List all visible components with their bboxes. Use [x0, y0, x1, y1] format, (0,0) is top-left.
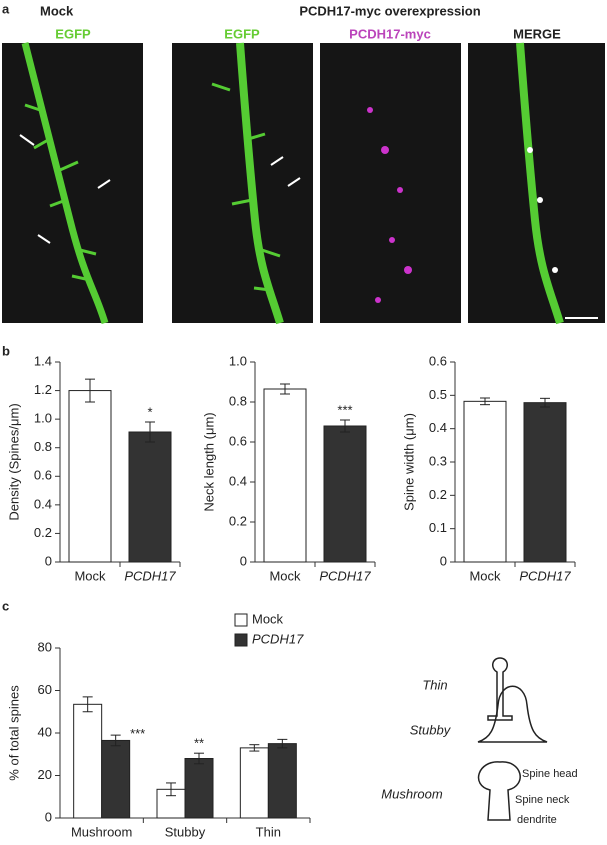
- diagram-annotation: Spine neck: [515, 794, 570, 806]
- significance: **: [194, 736, 204, 751]
- x-tick-label: PCDH17: [319, 568, 371, 583]
- y-tick-label: 1.4: [34, 353, 52, 368]
- y-tick-label: 20: [38, 767, 52, 782]
- bar: [73, 703, 103, 819]
- y-tick-label: 0: [240, 553, 247, 568]
- y-tick-label: 0: [45, 809, 52, 824]
- y-tick-label: 0.8: [229, 393, 247, 408]
- legend-label: Mock: [252, 611, 284, 626]
- y-tick-label: 0.2: [429, 487, 447, 502]
- y-tick-label: 60: [38, 682, 52, 697]
- x-tick-label: Mock: [469, 568, 501, 583]
- y-tick-label: 1.0: [229, 353, 247, 368]
- y-tick-label: 0: [440, 553, 447, 568]
- image-label: EGFP: [224, 26, 260, 41]
- y-tick-label: 0.4: [34, 496, 52, 511]
- x-tick-label: Stubby: [165, 824, 206, 839]
- bar: [463, 400, 507, 563]
- micrograph: [2, 42, 143, 325]
- image-label: PCDH17-myc: [349, 26, 431, 41]
- diagram-annotation: dendrite: [517, 814, 557, 826]
- panel-label: c: [2, 598, 9, 613]
- y-tick-label: 40: [38, 724, 52, 739]
- x-tick-label: Mock: [74, 568, 106, 583]
- significance: ***: [130, 726, 145, 741]
- x-tick-label: Mushroom: [71, 824, 132, 839]
- y-axis-label: % of total spines: [6, 685, 21, 781]
- diagram-label: Mushroom: [381, 786, 443, 801]
- x-tick-label: Thin: [256, 824, 281, 839]
- y-tick-label: 1.0: [34, 411, 52, 426]
- diagram-label: Thin: [422, 677, 447, 692]
- y-tick-label: 0: [45, 553, 52, 568]
- diagram-annotation: Spine head: [522, 768, 578, 780]
- y-tick-label: 0.4: [429, 420, 447, 435]
- micrograph: [468, 42, 605, 325]
- x-tick-label: PCDH17: [124, 568, 176, 583]
- y-tick-label: 1.2: [34, 382, 52, 397]
- x-tick-label: PCDH17: [519, 568, 571, 583]
- bar: [523, 402, 567, 563]
- panel-label: b: [2, 343, 10, 358]
- spine-diagram: [477, 657, 548, 821]
- micrograph: [320, 43, 461, 323]
- bar: [267, 743, 297, 819]
- bar: [263, 388, 307, 563]
- bar: [184, 758, 214, 819]
- y-tick-label: 80: [38, 639, 52, 654]
- y-axis-label: Spine width (μm): [401, 413, 416, 511]
- image-group-title: PCDH17-myc overexpression: [299, 3, 480, 18]
- y-tick-label: 0.6: [429, 353, 447, 368]
- bar: [68, 390, 112, 563]
- legend-swatch: [234, 633, 248, 647]
- x-tick-label: Mock: [269, 568, 301, 583]
- bar: [239, 747, 269, 819]
- legend-swatch: [234, 613, 248, 627]
- bar: [128, 431, 172, 563]
- y-axis-label: Neck length (μm): [201, 412, 216, 511]
- panel-label: a: [2, 1, 10, 16]
- y-tick-label: 0.6: [34, 468, 52, 483]
- significance: ***: [337, 402, 352, 417]
- legend-label: PCDH17: [252, 631, 304, 646]
- y-tick-label: 0.4: [229, 473, 247, 488]
- y-axis-label: Density (Spines/μm): [6, 403, 21, 520]
- micrograph: [172, 42, 313, 325]
- image-group-title: Mock: [40, 3, 74, 18]
- bar: [101, 739, 131, 819]
- y-tick-label: 0.5: [429, 387, 447, 402]
- bar: [323, 425, 367, 563]
- y-tick-label: 0.2: [34, 525, 52, 540]
- diagram-label: Stubby: [410, 722, 452, 737]
- image-label: EGFP: [55, 26, 91, 41]
- image-label: MERGE: [513, 26, 561, 41]
- y-tick-label: 0.2: [229, 513, 247, 528]
- y-tick-label: 0.6: [229, 433, 247, 448]
- y-tick-label: 0.3: [429, 453, 447, 468]
- y-tick-label: 0.1: [429, 520, 447, 535]
- significance: *: [147, 404, 152, 419]
- y-tick-label: 0.8: [34, 439, 52, 454]
